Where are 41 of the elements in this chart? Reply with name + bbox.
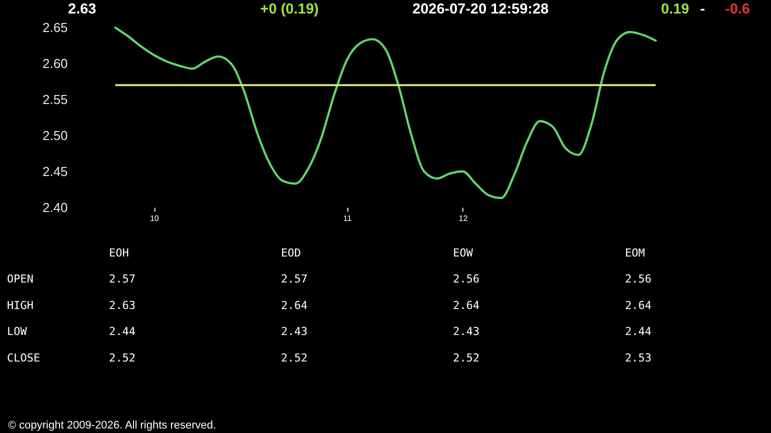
x-tick-label: 11: [343, 214, 352, 223]
text: 2.44: [625, 325, 652, 338]
y-tick-label: 2.65: [42, 20, 68, 36]
text: 2.44: [109, 325, 136, 338]
text: 2.56: [625, 272, 652, 286]
category-label: EOD: [281, 246, 301, 260]
text: 2.57: [281, 272, 308, 286]
category-label: OPEN: [7, 272, 34, 286]
text: 2.57: [109, 272, 136, 286]
text: 2.52: [281, 351, 308, 364]
y-tick-label: 2.50: [42, 128, 68, 143]
y-tick-label: 2.40: [42, 200, 68, 215]
text: 0.19: [661, 2, 690, 18]
text: 2026-07-20 12:59:28: [412, 2, 549, 18]
text: -0.6: [725, 2, 750, 18]
category-label: LOW: [7, 325, 27, 338]
text: 2.43: [281, 325, 308, 338]
category-label: HIGH: [7, 298, 34, 312]
line-series: [114, 26, 657, 200]
y-tick-label: 2.60: [42, 56, 68, 72]
y-tick-label: 2.45: [42, 164, 68, 179]
category-label: EOM: [625, 246, 646, 260]
text: 2.64: [281, 298, 308, 312]
x-tick-label: 10: [150, 214, 160, 223]
y-tick-label: 2.55: [42, 92, 68, 108]
text: 2.64: [453, 298, 480, 312]
text: 2.43: [453, 325, 480, 338]
category-label: CLOSE: [7, 351, 40, 364]
x-tick-label: 12: [458, 214, 468, 223]
text: 2.52: [453, 351, 480, 364]
category-label: EOH: [109, 246, 129, 260]
category-label: EOW: [453, 246, 474, 260]
text: +0 (0.19): [260, 2, 319, 18]
text: 2.63: [109, 298, 136, 312]
text: 2.53: [625, 351, 652, 364]
text: 2.56: [453, 272, 480, 286]
text: -: [700, 2, 706, 18]
text: © copyright 2009-2026. All rights reserved.: [8, 420, 216, 432]
text: 2.52: [109, 351, 136, 364]
text: 2.63: [68, 2, 96, 18]
text: 2.64: [625, 298, 652, 312]
